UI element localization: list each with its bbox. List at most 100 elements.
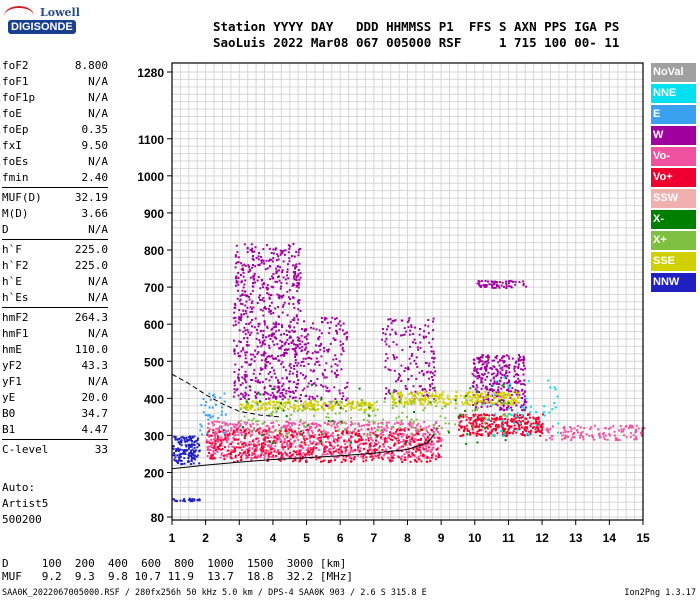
echo-point <box>503 433 506 436</box>
echo-point <box>467 430 470 433</box>
echo-point <box>259 428 262 431</box>
echo-point <box>565 435 568 438</box>
echo-point <box>277 255 280 258</box>
echo-point <box>213 444 216 447</box>
echo-point <box>239 424 242 427</box>
echo-point <box>313 397 316 400</box>
echo-point <box>413 410 416 413</box>
echo-point <box>385 429 388 432</box>
echo-point <box>281 325 284 328</box>
echo-point <box>501 373 504 376</box>
echo-point <box>236 289 239 292</box>
echo-point <box>233 438 236 441</box>
echo-point <box>436 402 439 405</box>
echo-point <box>242 395 245 398</box>
echo-point <box>353 428 356 431</box>
echo-point <box>251 433 254 436</box>
echo-point <box>428 341 431 344</box>
echo-point <box>281 295 284 298</box>
echo-point <box>409 460 412 463</box>
echo-point <box>493 393 496 396</box>
echo-point <box>174 499 177 502</box>
echo-point <box>313 414 316 417</box>
echo-point <box>291 390 294 393</box>
param-name: foE <box>2 107 22 120</box>
echo-point <box>279 347 282 350</box>
echo-point <box>367 424 370 427</box>
echo-point <box>178 441 181 444</box>
echo-point <box>283 441 286 444</box>
echo-point <box>198 449 201 452</box>
echo-point <box>292 296 295 299</box>
echo-point <box>391 394 394 397</box>
echo-point <box>323 459 326 462</box>
echo-point <box>411 400 414 403</box>
echo-point <box>415 362 418 365</box>
echo-point <box>227 429 230 432</box>
echo-point <box>297 379 300 382</box>
echo-point <box>259 298 262 301</box>
echo-point <box>221 440 224 443</box>
echo-point <box>403 333 406 336</box>
echo-point <box>291 430 294 433</box>
echo-point <box>431 454 434 457</box>
echo-point <box>278 402 281 405</box>
echo-point <box>454 407 457 410</box>
echo-point <box>629 436 632 439</box>
echo-point <box>411 453 414 456</box>
echo-point <box>237 352 240 355</box>
echo-point <box>287 447 290 450</box>
echo-point <box>276 401 279 404</box>
echo-point <box>253 272 256 275</box>
echo-point <box>629 424 632 427</box>
echo-point <box>399 446 402 449</box>
echo-point <box>296 290 299 293</box>
echo-point <box>294 458 297 461</box>
echo-point <box>385 387 388 390</box>
echo-point <box>431 372 434 375</box>
echo-point <box>404 444 407 447</box>
echo-point <box>252 438 255 441</box>
echo-point <box>395 356 398 359</box>
echo-point <box>179 436 182 439</box>
echo-point <box>212 449 215 452</box>
echo-point <box>500 387 503 390</box>
echo-point <box>635 424 638 427</box>
echo-point <box>179 459 182 462</box>
echo-point <box>493 282 496 285</box>
echo-point <box>351 422 354 425</box>
echo-point <box>273 430 276 433</box>
echo-point <box>452 398 455 401</box>
echo-point <box>293 319 296 322</box>
echo-point <box>391 407 394 410</box>
echo-point <box>484 395 487 398</box>
echo-point <box>545 438 548 441</box>
echo-point <box>392 432 395 435</box>
echo-point <box>264 408 267 411</box>
echo-point <box>370 404 373 407</box>
echo-point <box>341 346 344 349</box>
echo-point <box>415 460 418 463</box>
echo-point <box>384 340 387 343</box>
echo-point <box>460 426 463 429</box>
echo-point <box>254 394 257 397</box>
echo-point <box>517 381 520 384</box>
echo-point <box>295 276 298 279</box>
echo-point <box>481 360 484 363</box>
echo-point <box>193 454 196 457</box>
y-tick-label: 80 <box>151 511 165 525</box>
echo-point <box>297 283 300 286</box>
echo-point <box>220 448 223 451</box>
echo-point <box>262 354 265 357</box>
echo-point <box>196 446 199 449</box>
echo-point <box>397 393 400 396</box>
echo-point <box>500 284 503 287</box>
echo-point <box>466 433 469 436</box>
echo-point <box>293 283 296 286</box>
echo-point <box>512 280 515 283</box>
echo-point <box>297 438 300 441</box>
echo-point <box>489 367 492 370</box>
echo-point <box>305 403 308 406</box>
echo-point <box>474 369 477 372</box>
echo-point <box>287 398 290 401</box>
